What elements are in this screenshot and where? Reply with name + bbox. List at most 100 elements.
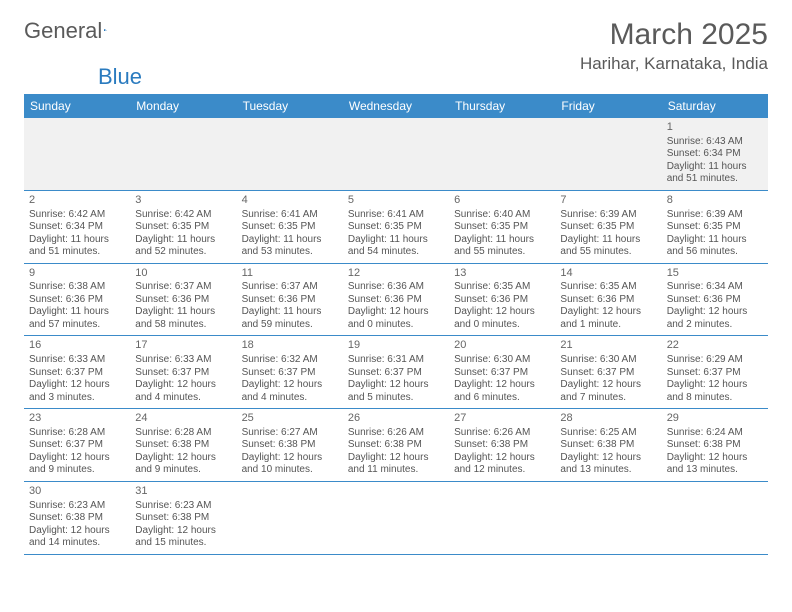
day-number: 24	[135, 412, 231, 426]
calendar-cell: 21Sunrise: 6:30 AMSunset: 6:37 PMDayligh…	[555, 336, 661, 409]
daylight-text: Daylight: 11 hours and 58 minutes.	[135, 306, 231, 331]
sunrise-text: Sunrise: 6:42 AM	[135, 209, 231, 222]
daylight-text: Daylight: 12 hours and 14 minutes.	[29, 525, 125, 550]
day-number: 27	[454, 412, 550, 426]
calendar-cell: 14Sunrise: 6:35 AMSunset: 6:36 PMDayligh…	[555, 263, 661, 336]
daylight-text: Daylight: 11 hours and 56 minutes.	[667, 234, 763, 259]
sunset-text: Sunset: 6:37 PM	[29, 439, 125, 452]
calendar-cell: 28Sunrise: 6:25 AMSunset: 6:38 PMDayligh…	[555, 409, 661, 482]
day-number: 8	[667, 194, 763, 208]
daylight-text: Daylight: 11 hours and 51 minutes.	[29, 234, 125, 259]
sunset-text: Sunset: 6:36 PM	[29, 294, 125, 307]
calendar-cell: 17Sunrise: 6:33 AMSunset: 6:37 PMDayligh…	[130, 336, 236, 409]
calendar-cell	[449, 118, 555, 190]
sunrise-text: Sunrise: 6:29 AM	[667, 354, 763, 367]
sunset-text: Sunset: 6:35 PM	[135, 221, 231, 234]
sunset-text: Sunset: 6:34 PM	[29, 221, 125, 234]
flag-icon	[104, 22, 108, 38]
sunrise-text: Sunrise: 6:25 AM	[560, 427, 656, 440]
day-number: 31	[135, 485, 231, 499]
sunrise-text: Sunrise: 6:40 AM	[454, 209, 550, 222]
sunrise-text: Sunrise: 6:39 AM	[560, 209, 656, 222]
sunset-text: Sunset: 6:35 PM	[560, 221, 656, 234]
calendar-cell: 12Sunrise: 6:36 AMSunset: 6:36 PMDayligh…	[343, 263, 449, 336]
calendar-cell	[343, 481, 449, 554]
calendar-cell: 15Sunrise: 6:34 AMSunset: 6:36 PMDayligh…	[662, 263, 768, 336]
day-number: 11	[242, 267, 338, 281]
day-number: 26	[348, 412, 444, 426]
day-number: 9	[29, 267, 125, 281]
day-number: 22	[667, 339, 763, 353]
calendar-row: 2Sunrise: 6:42 AMSunset: 6:34 PMDaylight…	[24, 190, 768, 263]
sunset-text: Sunset: 6:37 PM	[454, 367, 550, 380]
sunset-text: Sunset: 6:37 PM	[135, 367, 231, 380]
day-number: 30	[29, 485, 125, 499]
daylight-text: Daylight: 12 hours and 0 minutes.	[348, 306, 444, 331]
calendar-cell: 30Sunrise: 6:23 AMSunset: 6:38 PMDayligh…	[24, 481, 130, 554]
sunset-text: Sunset: 6:37 PM	[348, 367, 444, 380]
sunrise-text: Sunrise: 6:41 AM	[348, 209, 444, 222]
sunset-text: Sunset: 6:38 PM	[29, 512, 125, 525]
calendar-cell: 7Sunrise: 6:39 AMSunset: 6:35 PMDaylight…	[555, 190, 661, 263]
calendar-cell: 4Sunrise: 6:41 AMSunset: 6:35 PMDaylight…	[237, 190, 343, 263]
sunset-text: Sunset: 6:38 PM	[454, 439, 550, 452]
daylight-text: Daylight: 12 hours and 2 minutes.	[667, 306, 763, 331]
month-title: March 2025	[580, 18, 768, 52]
sunrise-text: Sunrise: 6:35 AM	[560, 281, 656, 294]
sunrise-text: Sunrise: 6:34 AM	[667, 281, 763, 294]
calendar-cell: 25Sunrise: 6:27 AMSunset: 6:38 PMDayligh…	[237, 409, 343, 482]
day-number: 6	[454, 194, 550, 208]
day-number: 19	[348, 339, 444, 353]
calendar-cell: 13Sunrise: 6:35 AMSunset: 6:36 PMDayligh…	[449, 263, 555, 336]
sunset-text: Sunset: 6:36 PM	[348, 294, 444, 307]
brand-part1: General	[24, 18, 102, 44]
dayhead-wed: Wednesday	[343, 94, 449, 118]
day-number: 15	[667, 267, 763, 281]
day-number: 25	[242, 412, 338, 426]
sunrise-text: Sunrise: 6:37 AM	[135, 281, 231, 294]
dayhead-sat: Saturday	[662, 94, 768, 118]
sunrise-text: Sunrise: 6:42 AM	[29, 209, 125, 222]
calendar-cell: 16Sunrise: 6:33 AMSunset: 6:37 PMDayligh…	[24, 336, 130, 409]
daylight-text: Daylight: 12 hours and 6 minutes.	[454, 379, 550, 404]
calendar-cell	[343, 118, 449, 190]
sunrise-text: Sunrise: 6:33 AM	[135, 354, 231, 367]
sunset-text: Sunset: 6:37 PM	[560, 367, 656, 380]
daylight-text: Daylight: 11 hours and 53 minutes.	[242, 234, 338, 259]
sunrise-text: Sunrise: 6:39 AM	[667, 209, 763, 222]
day-number: 10	[135, 267, 231, 281]
daylight-text: Daylight: 11 hours and 51 minutes.	[667, 161, 763, 186]
daylight-text: Daylight: 11 hours and 54 minutes.	[348, 234, 444, 259]
daylight-text: Daylight: 12 hours and 13 minutes.	[560, 452, 656, 477]
calendar-cell	[237, 481, 343, 554]
calendar-cell: 9Sunrise: 6:38 AMSunset: 6:36 PMDaylight…	[24, 263, 130, 336]
calendar-cell	[130, 118, 236, 190]
calendar-cell: 19Sunrise: 6:31 AMSunset: 6:37 PMDayligh…	[343, 336, 449, 409]
sunset-text: Sunset: 6:36 PM	[560, 294, 656, 307]
day-number: 21	[560, 339, 656, 353]
calendar-cell: 24Sunrise: 6:28 AMSunset: 6:38 PMDayligh…	[130, 409, 236, 482]
calendar-row: 16Sunrise: 6:33 AMSunset: 6:37 PMDayligh…	[24, 336, 768, 409]
sunrise-text: Sunrise: 6:30 AM	[454, 354, 550, 367]
day-number: 2	[29, 194, 125, 208]
dayhead-fri: Friday	[555, 94, 661, 118]
daylight-text: Daylight: 11 hours and 55 minutes.	[454, 234, 550, 259]
daylight-text: Daylight: 12 hours and 4 minutes.	[135, 379, 231, 404]
dayhead-sun: Sunday	[24, 94, 130, 118]
sunrise-text: Sunrise: 6:23 AM	[29, 500, 125, 513]
calendar-cell: 26Sunrise: 6:26 AMSunset: 6:38 PMDayligh…	[343, 409, 449, 482]
day-number: 14	[560, 267, 656, 281]
calendar-cell: 1Sunrise: 6:43 AMSunset: 6:34 PMDaylight…	[662, 118, 768, 190]
sunset-text: Sunset: 6:35 PM	[242, 221, 338, 234]
calendar-cell: 27Sunrise: 6:26 AMSunset: 6:38 PMDayligh…	[449, 409, 555, 482]
sunrise-text: Sunrise: 6:26 AM	[454, 427, 550, 440]
calendar-cell: 22Sunrise: 6:29 AMSunset: 6:37 PMDayligh…	[662, 336, 768, 409]
sunrise-text: Sunrise: 6:37 AM	[242, 281, 338, 294]
sunrise-text: Sunrise: 6:41 AM	[242, 209, 338, 222]
calendar-cell: 3Sunrise: 6:42 AMSunset: 6:35 PMDaylight…	[130, 190, 236, 263]
daylight-text: Daylight: 12 hours and 9 minutes.	[29, 452, 125, 477]
dayhead-tue: Tuesday	[237, 94, 343, 118]
daylight-text: Daylight: 12 hours and 5 minutes.	[348, 379, 444, 404]
calendar-cell: 10Sunrise: 6:37 AMSunset: 6:36 PMDayligh…	[130, 263, 236, 336]
sunrise-text: Sunrise: 6:30 AM	[560, 354, 656, 367]
